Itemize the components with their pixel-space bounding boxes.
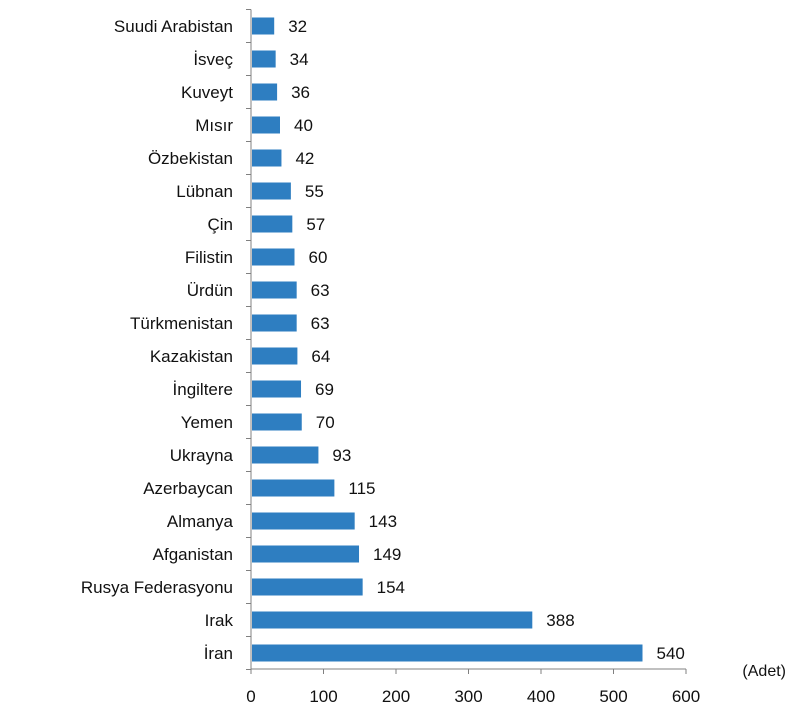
value-labels-group: 32 34 36 40 42 55 57 60 63 63 64 69 70 93 115 143 149 154… (288, 17, 685, 663)
x-tick-label-3: 300 (454, 687, 482, 706)
bar-15 (252, 512, 355, 530)
bar-4 (252, 149, 282, 167)
category-label-3: Mısır (195, 116, 233, 135)
bar-11 (252, 380, 302, 398)
category-label-11: İngiltere (173, 380, 233, 399)
bar-12 (252, 413, 302, 431)
bar-14 (252, 479, 335, 497)
value-label-15: 143 (369, 512, 397, 531)
x-tick-label-0: 0 (246, 687, 255, 706)
bar-3 (252, 116, 280, 134)
value-label-13: 93 (332, 446, 351, 465)
value-label-17: 154 (377, 578, 405, 597)
x-tick-label-5: 500 (599, 687, 627, 706)
value-label-12: 70 (316, 413, 335, 432)
category-labels-group: Suudi Arabistan İsveç Kuveyt Mısır Özbekista… (81, 17, 234, 663)
bar-19 (252, 644, 643, 662)
x-axis-unit-label: (Adet) (742, 663, 786, 680)
bar-6 (252, 215, 293, 233)
category-label-19: İran (204, 644, 233, 663)
category-label-0: Suudi Arabistan (114, 17, 233, 36)
value-label-2: 36 (291, 83, 310, 102)
value-label-6: 57 (306, 215, 325, 234)
bar-5 (252, 182, 291, 200)
value-label-16: 149 (373, 545, 401, 564)
x-tick-label-2: 200 (382, 687, 410, 706)
category-label-9: Türkmenistan (130, 314, 233, 333)
category-label-10: Kazakistan (150, 347, 233, 366)
value-label-8: 63 (311, 281, 330, 300)
value-label-4: 42 (295, 149, 314, 168)
value-label-14: 115 (348, 479, 375, 498)
bar-13 (252, 446, 319, 464)
category-label-7: Filistin (185, 248, 233, 267)
value-label-9: 63 (311, 314, 330, 333)
bar-2 (252, 83, 278, 101)
category-label-16: Afganistan (153, 545, 233, 564)
category-label-6: Çin (207, 215, 233, 234)
bar-1 (252, 50, 276, 68)
x-axis-ticks-group: 0 100 200 300 400 500 600 (246, 9, 700, 706)
category-label-14: Azerbaycan (143, 479, 233, 498)
category-label-2: Kuveyt (181, 83, 233, 102)
value-label-18: 388 (546, 611, 574, 630)
bar-17 (252, 578, 363, 596)
bar-0 (252, 17, 275, 35)
category-label-5: Lübnan (176, 182, 233, 201)
bar-10 (252, 347, 298, 365)
value-label-0: 32 (288, 17, 307, 36)
bar-8 (252, 281, 297, 299)
bar-18 (252, 611, 533, 629)
category-label-13: Ukrayna (170, 446, 234, 465)
category-label-8: Ürdün (187, 281, 233, 300)
category-label-17: Rusya Federasyonu (81, 578, 233, 597)
value-label-19: 540 (657, 644, 685, 663)
value-label-7: 60 (309, 248, 328, 267)
value-label-11: 69 (315, 380, 334, 399)
value-label-10: 64 (311, 347, 330, 366)
category-label-15: Almanya (167, 512, 234, 531)
bar-7 (252, 248, 295, 266)
bar-9 (252, 314, 297, 332)
category-label-12: Yemen (181, 413, 233, 432)
bars-group (252, 17, 643, 662)
x-tick-label-6: 600 (672, 687, 700, 706)
bar-16 (252, 545, 360, 563)
category-label-1: İsveç (193, 50, 233, 69)
category-label-18: Irak (205, 611, 234, 630)
x-tick-label-1: 100 (309, 687, 337, 706)
value-label-3: 40 (294, 116, 313, 135)
value-label-5: 55 (305, 182, 324, 201)
category-label-4: Özbekistan (148, 149, 233, 168)
value-label-1: 34 (290, 50, 309, 69)
x-tick-label-4: 400 (527, 687, 555, 706)
